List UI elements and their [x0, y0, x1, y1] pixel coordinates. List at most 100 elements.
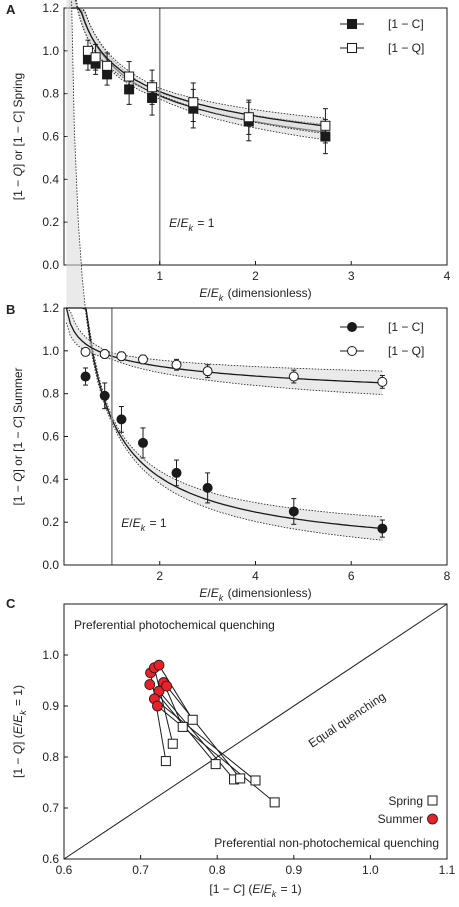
label-part: E	[169, 216, 178, 230]
label-part: E	[121, 516, 130, 530]
data-point-c	[147, 92, 158, 103]
data-point-q	[171, 359, 182, 370]
legend-marker-summer	[427, 813, 438, 825]
pair-link	[157, 705, 275, 803]
y-tick-label: 0.4	[42, 472, 59, 486]
label-part: (dimensionless)	[224, 286, 311, 300]
x-axis-label: E/Ek (dimensionless)	[199, 586, 311, 603]
equal-quenching-line	[63, 603, 448, 860]
data-point-q	[288, 371, 299, 382]
y-tick-label: 1.0	[42, 648, 59, 662]
label-part: C	[11, 114, 25, 123]
x-tick-label: 4	[444, 269, 451, 283]
x-axis-label: [1 − C] (E/Ek = 1)	[209, 882, 301, 899]
label-part: /	[129, 516, 133, 530]
label-part: E	[11, 725, 25, 734]
legend-label: [1 − Q]	[388, 41, 424, 55]
legend-marker	[347, 19, 357, 29]
y-tick-label: 0.8	[42, 387, 59, 401]
data-point-q	[243, 112, 254, 123]
x-tick-label: 0.7	[132, 863, 149, 877]
x-tick-label: 0.8	[209, 863, 226, 877]
legend-label: Spring	[388, 794, 423, 808]
spring-point	[210, 759, 221, 770]
label-part: ] Spring	[11, 73, 25, 114]
y-tick-label: 0.9	[42, 699, 59, 713]
label-part: E	[211, 586, 220, 600]
label-part: [1 −	[11, 177, 25, 201]
y-axis-label: [1 − Q] (E/Ek = 1)	[11, 685, 28, 778]
x-tick-label: 6	[348, 569, 355, 583]
legend-marker	[347, 43, 357, 53]
region-label-bottom: Preferential non-photochemical quenching	[214, 836, 439, 850]
label-part: = 1)	[11, 685, 25, 709]
pair-link	[158, 690, 235, 780]
label-part: k	[189, 223, 194, 233]
y-tick-label: 0.2	[42, 515, 59, 529]
spring-point	[177, 721, 188, 732]
y-tick-label: 1.2	[42, 301, 59, 315]
data-point-q	[377, 376, 388, 387]
label-part: [1 −	[11, 754, 25, 778]
label-part: k	[219, 293, 224, 303]
x-tick-label: 2	[252, 269, 259, 283]
x-tick-label: 1.0	[362, 863, 379, 877]
x-tick-label: 1.1	[439, 863, 456, 877]
panel-b: 0.0 0.2 0.4 0.6 0.8 1.0 1.2 2 4 6 8 [1 − C] [1 − Q] E…	[6, 0, 451, 603]
label-part: k	[141, 523, 146, 533]
data-point-c	[99, 390, 110, 401]
y-tick-label: 0.0	[42, 558, 59, 572]
x-tick-label: 8	[444, 569, 451, 583]
spring-point	[187, 714, 198, 725]
y-axis-label: [1 − Q] or [1 − C] Spring	[11, 73, 25, 200]
label-part: ] or [1 −	[11, 428, 25, 472]
data-point-q	[137, 354, 148, 365]
label-part: ] (	[11, 734, 25, 745]
data-point-c	[377, 523, 388, 534]
y-tick-label: 0.2	[42, 215, 59, 229]
confidence-upper-Q	[66, 307, 383, 372]
label-part: E	[180, 216, 189, 230]
confidence-band-C	[66, 0, 383, 541]
confidence-lower-C	[71, 0, 383, 541]
annotation-label: E/Ek = 1	[121, 516, 167, 533]
panel-c: 0.6 0.7 0.8 0.9 1.0 1.1 0.6 0.7 0.8 0.9 1.0 Prefere…	[6, 596, 456, 899]
region-label-top: Preferential photochemical quenching	[74, 618, 275, 632]
data-point-c	[116, 414, 127, 425]
y-tick-label: 0.6	[42, 130, 59, 144]
data-point-q	[188, 97, 199, 108]
panel-letter: C	[6, 596, 16, 611]
data-point-q	[202, 366, 213, 377]
label-part: E	[133, 516, 142, 530]
y-tick-label: 0.8	[42, 750, 59, 764]
spring-point	[269, 797, 280, 808]
label-part: E	[199, 286, 208, 300]
x-tick-label: 4	[252, 569, 259, 583]
label-part: Q	[11, 745, 25, 754]
label-part: /	[177, 216, 181, 230]
label-part: E	[11, 714, 25, 723]
data-point-q	[102, 60, 113, 71]
label-part: = 1	[194, 216, 215, 230]
label-part: [1 −	[209, 882, 233, 896]
y-tick-label: 0.6	[42, 430, 59, 444]
data-point-q	[320, 120, 331, 131]
data-point-q	[147, 82, 158, 93]
data-point-c	[102, 69, 113, 80]
label-part: k	[272, 889, 277, 899]
legend-label: Summer	[378, 812, 423, 826]
label-part: k	[18, 710, 28, 715]
legend-marker	[347, 322, 357, 332]
data-point-c	[80, 371, 91, 382]
panel-a: 0.0 0.2 0.4 0.6 0.8 1.0 1.2 1 2 3 4 [1 − C] [1 − Q] E…	[6, 0, 451, 303]
spring-point	[160, 756, 171, 767]
diagonal-label: Equal quenching	[306, 689, 388, 750]
y-tick-label: 1.2	[42, 1, 59, 15]
data-point-q	[124, 71, 135, 82]
summer-point	[153, 659, 165, 671]
data-point-c	[320, 131, 331, 142]
data-point-c	[137, 437, 148, 448]
summer-point	[144, 679, 156, 690]
pair-link	[154, 698, 256, 781]
